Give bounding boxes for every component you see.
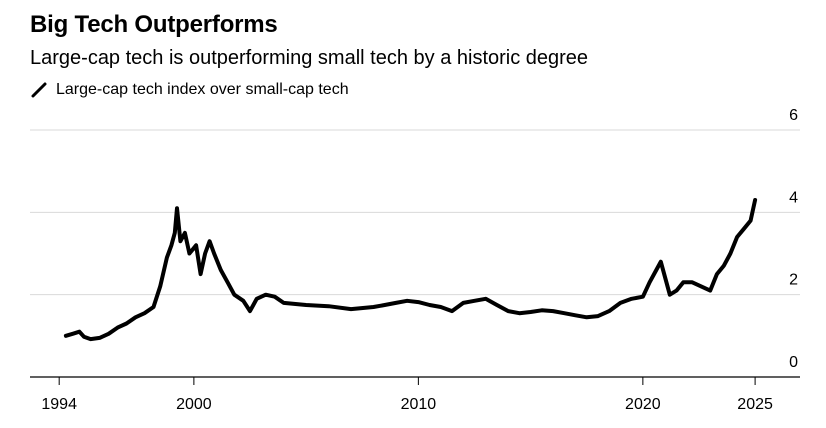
y-tick-label-6: 6 — [789, 107, 798, 124]
legend-label: Large-cap tech index over small-cap tech — [56, 81, 349, 98]
y-tick-label-4: 4 — [789, 189, 798, 206]
x-tick-label-2010: 2010 — [401, 396, 437, 413]
legend: Large-cap tech index over small-cap tech — [30, 81, 349, 99]
x-tick-label-2025: 2025 — [737, 396, 773, 413]
y-tick-label-2: 2 — [789, 272, 798, 289]
chart-title: Big Tech Outperforms — [30, 11, 278, 38]
y-tick-label-0: 0 — [789, 354, 798, 371]
x-tick-label-2000: 2000 — [176, 396, 212, 413]
chart-subtitle: Large-cap tech is outperforming small te… — [30, 47, 589, 69]
x-tick-label-1994: 1994 — [41, 396, 77, 413]
series-line-0 — [63, 198, 758, 342]
x-tick-label-2020: 2020 — [625, 396, 661, 413]
legend-line-icon — [31, 82, 47, 98]
